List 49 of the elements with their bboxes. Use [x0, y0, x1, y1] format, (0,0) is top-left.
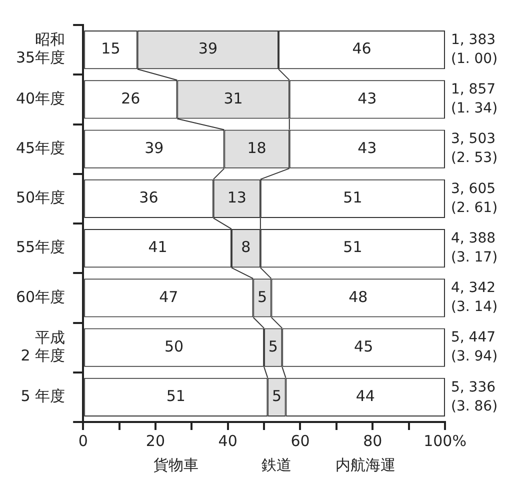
- y-tick-label: 60年度: [16, 288, 66, 306]
- data-label: 36: [139, 188, 158, 207]
- data-label: 51: [166, 387, 186, 406]
- data-label: 50: [164, 337, 184, 356]
- data-label: 8: [241, 238, 251, 256]
- data-label: 51: [343, 188, 362, 207]
- data-label: 51: [343, 238, 362, 256]
- text: 貨物車: [153, 456, 198, 474]
- text: 4, 342 (3. 14): [451, 280, 498, 316]
- data-label: 15: [101, 40, 120, 58]
- text: 5, 447 (3. 94): [451, 330, 498, 365]
- data-label: 5: [268, 337, 278, 356]
- x-tick-label: 60: [290, 432, 310, 450]
- data-label: 26: [121, 89, 140, 108]
- text: 1, 857 (1. 34): [451, 82, 498, 117]
- y-tick-label: 平成 2 年度: [20, 328, 66, 364]
- x-tick-label: 80: [363, 432, 382, 450]
- text: 5, 336 (3. 86): [451, 379, 498, 414]
- data-label: 46: [352, 40, 372, 58]
- text: 内航海運: [335, 456, 396, 474]
- text: 4, 388 (3. 17): [451, 230, 498, 266]
- data-label: 48: [348, 288, 368, 306]
- text: 鉄道: [262, 456, 292, 474]
- x-tick-label: 0: [78, 432, 88, 450]
- x-tick-label: 40: [218, 432, 238, 450]
- data-label: 44: [356, 387, 375, 406]
- y-tick-label: 45年度: [16, 138, 66, 157]
- text: 3, 503 (2. 53): [451, 131, 498, 166]
- y-tick-label: 55年度: [16, 238, 66, 256]
- data-label: 31: [224, 89, 243, 108]
- y-tick-label: 5 年度: [20, 387, 66, 406]
- data-label: 5: [272, 387, 282, 406]
- data-label: 47: [159, 288, 178, 306]
- text: 1, 383 (1. 00): [451, 32, 498, 67]
- y-tick-label: 40年度: [16, 89, 66, 108]
- data-label: 43: [358, 138, 377, 157]
- data-label: 13: [227, 188, 246, 207]
- data-label: 39: [198, 40, 218, 58]
- text: 3, 605 (2. 61): [451, 180, 498, 216]
- x-tick-label: 100%: [424, 432, 466, 450]
- data-label: 39: [144, 138, 164, 157]
- data-label: 45: [354, 337, 374, 356]
- y-tick-label: 50年度: [16, 188, 66, 207]
- data-label: 18: [247, 138, 266, 157]
- y-tick-label: 昭和 35年度: [16, 30, 66, 67]
- data-label: 43: [358, 89, 377, 108]
- x-tick-label: 20: [146, 432, 166, 450]
- data-label: 5: [257, 288, 268, 306]
- data-label: 41: [148, 238, 168, 256]
